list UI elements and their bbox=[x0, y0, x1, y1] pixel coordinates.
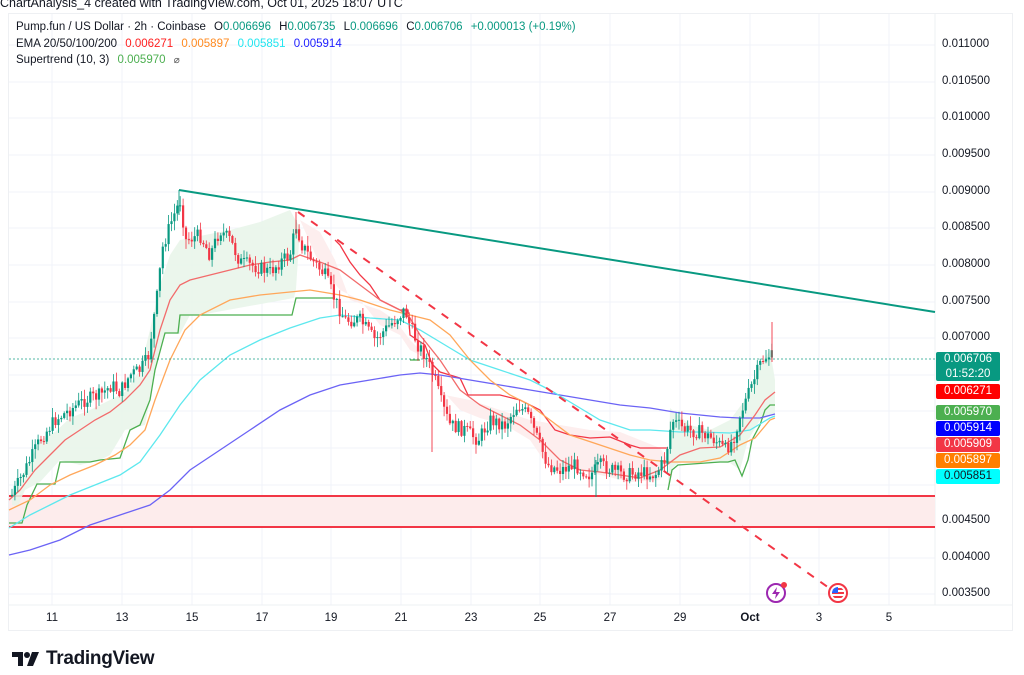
symbol-row: Pump.fun / US Dollar · 2h · Coinbase O0.… bbox=[16, 21, 576, 33]
symbol-name[interactable]: Pump.fun / US Dollar · 2h · Coinbase bbox=[16, 21, 206, 33]
price-axis-label: 0.004000 bbox=[942, 551, 990, 563]
bar-countdown: 01:52:20 bbox=[945, 368, 991, 380]
chart-frame bbox=[8, 13, 1013, 631]
price-axis-label: 0.010000 bbox=[942, 111, 990, 123]
support-zone[interactable] bbox=[9, 496, 935, 527]
last-price-tag: 0.006706 01:52:20 bbox=[936, 352, 1000, 381]
time-axis-label: 23 bbox=[464, 612, 478, 624]
low-value: 0.006696 bbox=[350, 21, 399, 33]
price-axis-label: 0.008500 bbox=[942, 221, 990, 233]
time-axis-label: 19 bbox=[324, 612, 338, 624]
close-value: 0.006706 bbox=[414, 21, 463, 33]
time-axis-label: 3 bbox=[815, 612, 823, 624]
lightning-event-icon[interactable] bbox=[766, 582, 787, 603]
time-axis-label: 21 bbox=[394, 612, 408, 624]
time-axis-label: 17 bbox=[255, 612, 269, 624]
ema-label: EMA 20/50/100/200 bbox=[16, 37, 118, 50]
price-axis-label: 0.011000 bbox=[942, 38, 990, 50]
chart-legend: Pump.fun / US Dollar · 2h · Coinbase O0.… bbox=[16, 19, 576, 70]
ema50-tag: 0.005897 bbox=[936, 453, 1000, 468]
supertrend-row[interactable]: Supertrend (10, 3) 0.005970 ⌀ bbox=[16, 52, 576, 70]
dashed-trendline[interactable] bbox=[297, 211, 833, 591]
tradingview-logo[interactable]: TradingView bbox=[12, 648, 155, 670]
tradingview-logo-icon bbox=[12, 652, 39, 666]
ema50-value: 0.005897 bbox=[181, 37, 230, 50]
level-tag: 0.005909 bbox=[936, 437, 1000, 452]
open-value: 0.006696 bbox=[223, 21, 271, 33]
time-axis-label: Oct bbox=[740, 612, 760, 624]
brand-name: TradingView bbox=[46, 648, 155, 669]
candlesticks[interactable] bbox=[10, 190, 773, 501]
time-axis-label: 11 bbox=[46, 612, 58, 624]
supertrend-tag: 0.005970 bbox=[936, 405, 1000, 420]
ema100-tag: 0.005851 bbox=[936, 469, 1000, 484]
ema200-tag: 0.005914 bbox=[936, 421, 1000, 436]
ema200-value: 0.005914 bbox=[293, 37, 342, 50]
supertrend-value: 0.005970 bbox=[117, 54, 166, 66]
us-flag-event-icon[interactable] bbox=[828, 583, 848, 603]
price-axis-label: 0.008000 bbox=[942, 258, 990, 270]
time-axis-label: 25 bbox=[533, 612, 547, 624]
price-axis-label: 0.004500 bbox=[942, 514, 990, 526]
price-axis-label: 0.007500 bbox=[942, 295, 990, 307]
high-value: 0.006735 bbox=[287, 21, 336, 33]
time-axis-label: 15 bbox=[185, 612, 199, 624]
ema20-value: 0.006271 bbox=[125, 37, 174, 50]
change-value: +0.000013 (+0.19%) bbox=[470, 21, 576, 33]
eye-off-icon[interactable]: ⌀ bbox=[173, 55, 180, 66]
price-axis-label: 0.009000 bbox=[942, 185, 990, 197]
price-axis-label: 0.010500 bbox=[942, 75, 990, 87]
resistance-trendline[interactable] bbox=[178, 189, 936, 313]
price-axis-label: 0.009500 bbox=[942, 148, 990, 160]
price-axis-label: 0.007000 bbox=[942, 331, 990, 343]
time-axis-label: 13 bbox=[115, 612, 129, 624]
chart-caption: ChartAnalysis_4 created with TradingView… bbox=[0, 0, 403, 10]
price-axis-label: 0.003500 bbox=[942, 587, 990, 599]
time-axis-label: 29 bbox=[673, 612, 687, 624]
ema100-value: 0.005851 bbox=[237, 37, 286, 50]
ema-row[interactable]: EMA 20/50/100/200 0.006271 0.005897 0.00… bbox=[16, 36, 576, 53]
supertrend-label: Supertrend (10, 3) bbox=[16, 54, 110, 66]
ema20-tag: 0.006271 bbox=[936, 384, 1000, 399]
time-axis-label: 5 bbox=[885, 612, 893, 624]
time-axis-label: 27 bbox=[603, 612, 617, 624]
